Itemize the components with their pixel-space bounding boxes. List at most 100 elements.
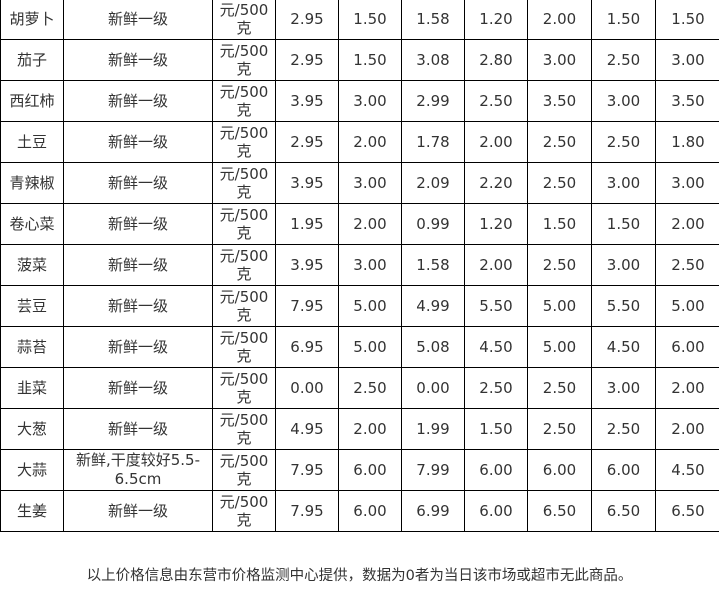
price-cell: 5.00 [527, 326, 592, 368]
unit-cell: 元/500克 [212, 285, 276, 327]
price-cell: 1.20 [464, 0, 528, 40]
grade-cell: 新鲜一级 [63, 244, 213, 286]
price-cell: 5.50 [464, 285, 528, 327]
price-cell: 2.20 [464, 162, 528, 204]
price-cell: 5.00 [338, 285, 402, 327]
product-name-cell: 韭菜 [0, 367, 64, 409]
table-row: 西红柿 新鲜一级 元/500克 3.95 3.00 2.99 2.50 3.50 3.00 3.5… [0, 80, 719, 122]
product-name-cell: 大葱 [0, 408, 64, 450]
price-cell: 1.50 [527, 203, 592, 245]
price-cell: 3.08 [401, 39, 465, 81]
price-cell: 1.58 [401, 244, 465, 286]
price-cell: 1.80 [655, 121, 719, 163]
price-cell: 3.00 [338, 162, 402, 204]
grade-cell: 新鲜一级 [63, 326, 213, 368]
grade-cell: 新鲜一级 [63, 80, 213, 122]
price-cell: 4.50 [464, 326, 528, 368]
price-cell: 5.00 [527, 285, 592, 327]
price-cell: 7.99 [401, 449, 465, 491]
product-name-cell: 蒜苔 [0, 326, 64, 368]
price-cell: 5.50 [591, 285, 656, 327]
price-cell: 2.95 [275, 0, 339, 40]
unit-cell: 元/500克 [212, 244, 276, 286]
price-cell: 2.50 [591, 39, 656, 81]
price-cell: 1.78 [401, 121, 465, 163]
price-cell: 3.50 [655, 80, 719, 122]
price-cell: 6.00 [338, 449, 402, 491]
price-cell: 2.00 [655, 203, 719, 245]
price-cell: 2.00 [338, 408, 402, 450]
price-cell: 2.00 [655, 408, 719, 450]
unit-cell: 元/500克 [212, 326, 276, 368]
table-row: 茄子 新鲜一级 元/500克 2.95 1.50 3.08 2.80 3.00 2.50 3.00 [0, 39, 719, 81]
grade-cell: 新鲜一级 [63, 121, 213, 163]
price-cell: 3.95 [275, 244, 339, 286]
table-row: 生姜 新鲜一级 元/500克 7.95 6.00 6.99 6.00 6.50 6.50 6.50 [0, 490, 719, 532]
price-cell: 3.00 [591, 244, 656, 286]
grade-cell: 新鲜,干度较好5.5-6.5cm [63, 449, 213, 491]
price-cell: 6.00 [464, 490, 528, 532]
product-name-cell: 青辣椒 [0, 162, 64, 204]
price-cell: 2.00 [464, 244, 528, 286]
grade-cell: 新鲜一级 [63, 162, 213, 204]
unit-cell: 元/500克 [212, 490, 276, 532]
unit-cell: 元/500克 [212, 39, 276, 81]
price-cell: 1.50 [338, 0, 402, 40]
product-name-cell: 芸豆 [0, 285, 64, 327]
price-cell: 6.00 [591, 449, 656, 491]
price-cell: 6.50 [655, 490, 719, 532]
product-name-cell: 土豆 [0, 121, 64, 163]
product-name-cell: 胡萝卜 [0, 0, 64, 40]
price-cell: 0.00 [275, 367, 339, 409]
price-cell: 2.00 [655, 367, 719, 409]
price-cell: 4.99 [401, 285, 465, 327]
price-cell: 2.50 [591, 121, 656, 163]
price-cell: 2.50 [338, 367, 402, 409]
price-cell: 3.00 [591, 367, 656, 409]
price-cell: 2.50 [464, 367, 528, 409]
price-cell: 2.00 [338, 203, 402, 245]
grade-cell: 新鲜一级 [63, 490, 213, 532]
price-cell: 2.80 [464, 39, 528, 81]
unit-cell: 元/500克 [212, 80, 276, 122]
price-cell: 3.00 [338, 244, 402, 286]
price-cell: 6.00 [338, 490, 402, 532]
table-row: 韭菜 新鲜一级 元/500克 0.00 2.50 0.00 2.50 2.50 3.00 2.00 [0, 367, 719, 409]
unit-cell: 元/500克 [212, 121, 276, 163]
price-cell: 6.95 [275, 326, 339, 368]
price-cell: 4.50 [591, 326, 656, 368]
product-name-cell: 菠菜 [0, 244, 64, 286]
price-cell: 2.50 [591, 408, 656, 450]
price-cell: 2.50 [527, 367, 592, 409]
price-cell: 7.95 [275, 449, 339, 491]
product-name-cell: 茄子 [0, 39, 64, 81]
price-cell: 3.95 [275, 162, 339, 204]
price-cell: 3.00 [655, 39, 719, 81]
price-cell: 2.50 [527, 244, 592, 286]
table-row: 卷心菜 新鲜一级 元/500克 1.95 2.00 0.99 1.20 1.50 1.50 2.0… [0, 203, 719, 245]
price-cell: 6.99 [401, 490, 465, 532]
price-cell: 3.00 [591, 162, 656, 204]
price-cell: 5.00 [338, 326, 402, 368]
price-cell: 2.50 [464, 80, 528, 122]
price-cell: 2.50 [527, 121, 592, 163]
price-cell: 6.00 [527, 449, 592, 491]
price-cell: 1.50 [655, 0, 719, 40]
product-name-cell: 大蒜 [0, 449, 64, 491]
table-row: 菠菜 新鲜一级 元/500克 3.95 3.00 1.58 2.00 2.50 3.00 2.50 [0, 244, 719, 286]
price-cell: 1.20 [464, 203, 528, 245]
price-cell: 2.50 [527, 162, 592, 204]
price-cell: 1.95 [275, 203, 339, 245]
unit-cell: 元/500克 [212, 449, 276, 491]
unit-cell: 元/500克 [212, 203, 276, 245]
price-cell: 2.50 [527, 408, 592, 450]
grade-cell: 新鲜一级 [63, 39, 213, 81]
grade-cell: 新鲜一级 [63, 367, 213, 409]
price-cell: 4.50 [655, 449, 719, 491]
price-cell: 1.50 [464, 408, 528, 450]
table-row: 土豆 新鲜一级 元/500克 2.95 2.00 1.78 2.00 2.50 2.50 1.80 [0, 121, 719, 163]
price-cell: 2.09 [401, 162, 465, 204]
price-cell: 6.50 [591, 490, 656, 532]
price-cell: 3.95 [275, 80, 339, 122]
price-cell: 7.95 [275, 490, 339, 532]
